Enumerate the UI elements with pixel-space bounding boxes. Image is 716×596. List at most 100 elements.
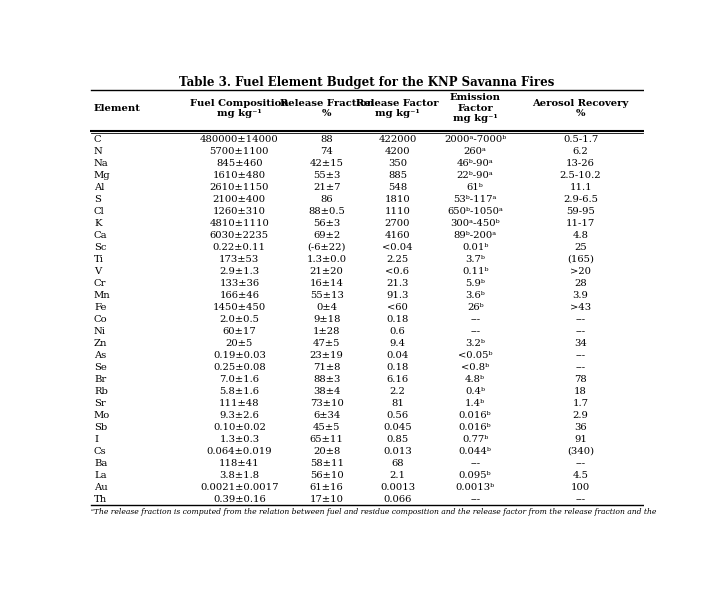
Text: 0.095ᵇ: 0.095ᵇ <box>459 471 491 480</box>
Text: 0.11ᵇ: 0.11ᵇ <box>462 267 488 276</box>
Text: 422000: 422000 <box>378 135 417 144</box>
Text: I: I <box>94 434 98 444</box>
Text: 350: 350 <box>388 159 407 168</box>
Text: 71±8: 71±8 <box>313 363 341 372</box>
Text: 59-95: 59-95 <box>566 207 595 216</box>
Text: ---: --- <box>576 363 586 372</box>
Text: (340): (340) <box>567 447 594 456</box>
Text: La: La <box>94 471 107 480</box>
Text: 47±5: 47±5 <box>313 339 341 348</box>
Text: <60: <60 <box>387 303 408 312</box>
Text: ᵃThe release fraction is computed from the relation between fuel and residue com: ᵃThe release fraction is computed from t… <box>91 508 657 516</box>
Text: 1.7: 1.7 <box>573 399 589 408</box>
Text: 58±11: 58±11 <box>310 459 344 468</box>
Text: Sc: Sc <box>94 243 107 252</box>
Text: 4200: 4200 <box>384 147 410 156</box>
Text: 34: 34 <box>574 339 587 348</box>
Text: 0.18: 0.18 <box>386 315 409 324</box>
Text: 3.8±1.8: 3.8±1.8 <box>219 471 259 480</box>
Text: 1110: 1110 <box>384 207 410 216</box>
Text: 100: 100 <box>571 483 590 492</box>
Text: 73±10: 73±10 <box>310 399 344 408</box>
Text: 0.0013ᵇ: 0.0013ᵇ <box>455 483 495 492</box>
Text: 65±11: 65±11 <box>310 434 344 444</box>
Text: Au: Au <box>94 483 107 492</box>
Text: 21±20: 21±20 <box>310 267 344 276</box>
Text: 20±5: 20±5 <box>226 339 253 348</box>
Text: 9.4: 9.4 <box>390 339 405 348</box>
Text: <0.6: <0.6 <box>385 267 410 276</box>
Text: Table 3. Fuel Element Budget for the KNP Savanna Fires: Table 3. Fuel Element Budget for the KNP… <box>179 76 555 89</box>
Text: Rb: Rb <box>94 387 108 396</box>
Text: (-6±22): (-6±22) <box>307 243 346 252</box>
Text: S: S <box>94 195 101 204</box>
Text: ---: --- <box>576 495 586 504</box>
Text: 0.0021±0.0017: 0.0021±0.0017 <box>200 483 279 492</box>
Text: 0.19±0.03: 0.19±0.03 <box>213 351 266 360</box>
Text: 5.9ᵇ: 5.9ᵇ <box>465 279 485 288</box>
Text: 1810: 1810 <box>384 195 410 204</box>
Text: 0.10±0.02: 0.10±0.02 <box>213 423 266 432</box>
Text: 78: 78 <box>574 375 587 384</box>
Text: 11.1: 11.1 <box>569 183 592 192</box>
Text: 4.5: 4.5 <box>573 471 589 480</box>
Text: 7.0±1.6: 7.0±1.6 <box>219 375 259 384</box>
Text: 16±14: 16±14 <box>310 279 344 288</box>
Text: Mo: Mo <box>94 411 110 420</box>
Text: ---: --- <box>470 315 480 324</box>
Text: 548: 548 <box>388 183 407 192</box>
Text: 0.045: 0.045 <box>383 423 412 432</box>
Text: 300ᵃ-450ᵇ: 300ᵃ-450ᵇ <box>450 219 500 228</box>
Text: 0.22±0.11: 0.22±0.11 <box>213 243 266 252</box>
Text: 6±34: 6±34 <box>313 411 340 420</box>
Text: Th: Th <box>94 495 107 504</box>
Text: 0±4: 0±4 <box>316 303 337 312</box>
Text: 166±46: 166±46 <box>219 291 259 300</box>
Text: 111±48: 111±48 <box>219 399 260 408</box>
Text: Ni: Ni <box>94 327 106 336</box>
Text: Zn: Zn <box>94 339 107 348</box>
Text: C: C <box>94 135 102 144</box>
Text: 55±13: 55±13 <box>310 291 344 300</box>
Text: 1.3±0.0: 1.3±0.0 <box>306 255 347 264</box>
Text: 45±5: 45±5 <box>313 423 341 432</box>
Text: Release Fraction
%: Release Fraction % <box>280 98 374 118</box>
Text: Fe: Fe <box>94 303 107 312</box>
Text: K: K <box>94 219 102 228</box>
Text: 0.0013: 0.0013 <box>380 483 415 492</box>
Text: ---: --- <box>470 495 480 504</box>
Text: 25: 25 <box>574 243 587 252</box>
Text: 0.18: 0.18 <box>386 363 409 372</box>
Text: As: As <box>94 351 106 360</box>
Text: 11-17: 11-17 <box>566 219 595 228</box>
Text: 0.044ᵇ: 0.044ᵇ <box>459 447 492 456</box>
Text: 60±17: 60±17 <box>223 327 256 336</box>
Text: N: N <box>94 147 102 156</box>
Text: 3.6ᵇ: 3.6ᵇ <box>465 291 485 300</box>
Text: Ca: Ca <box>94 231 107 240</box>
Text: Cl: Cl <box>94 207 105 216</box>
Text: 0.013: 0.013 <box>383 447 412 456</box>
Text: 88: 88 <box>320 135 333 144</box>
Text: Se: Se <box>94 363 107 372</box>
Text: <0.05ᵇ: <0.05ᵇ <box>458 351 493 360</box>
Text: ---: --- <box>470 459 480 468</box>
Text: 2.25: 2.25 <box>387 255 409 264</box>
Text: 4.8: 4.8 <box>573 231 589 240</box>
Text: 1.3±0.3: 1.3±0.3 <box>219 434 259 444</box>
Text: 2610±1150: 2610±1150 <box>210 183 269 192</box>
Text: 56±10: 56±10 <box>310 471 344 480</box>
Text: 3.2ᵇ: 3.2ᵇ <box>465 339 485 348</box>
Text: 2.9: 2.9 <box>573 411 589 420</box>
Text: 91.3: 91.3 <box>386 291 409 300</box>
Text: ---: --- <box>576 459 586 468</box>
Text: 28: 28 <box>574 279 587 288</box>
Text: 9.3±2.6: 9.3±2.6 <box>219 411 259 420</box>
Text: Cr: Cr <box>94 279 107 288</box>
Text: >43: >43 <box>570 303 591 312</box>
Text: Element: Element <box>94 104 141 113</box>
Text: 68: 68 <box>391 459 404 468</box>
Text: 0.016ᵇ: 0.016ᵇ <box>459 423 491 432</box>
Text: 133±36: 133±36 <box>219 279 259 288</box>
Text: 9±18: 9±18 <box>313 315 341 324</box>
